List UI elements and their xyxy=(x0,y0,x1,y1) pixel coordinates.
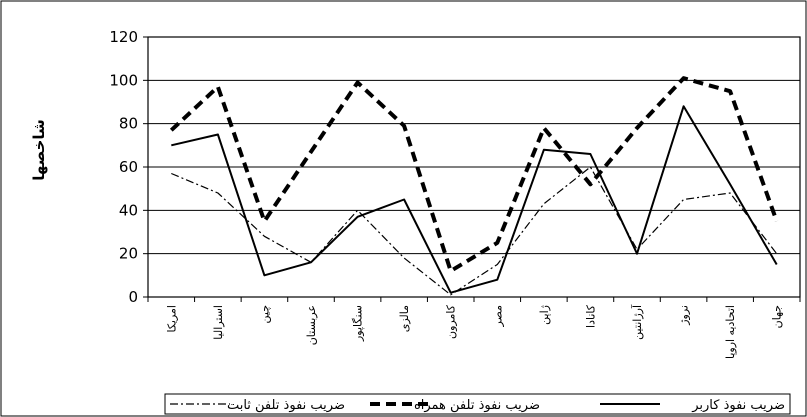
x-tick-label: کامرون xyxy=(445,304,458,339)
y-tick-label: 0 xyxy=(128,288,138,306)
x-tick-label: کانادا xyxy=(584,304,597,328)
x-tick-label: عربستان xyxy=(305,305,318,345)
legend-label-2: ضریب نفوذ تلفن همراه xyxy=(414,398,540,413)
x-tick-label: مالزی xyxy=(398,305,411,332)
x-tick-label: ژاپن xyxy=(538,305,551,325)
x-tick-label: سنگاپور xyxy=(352,305,365,342)
y-tick-label: 80 xyxy=(119,115,138,133)
y-axis-label: شاخصها xyxy=(30,119,48,181)
x-tick-label: اتحادیه اروپا xyxy=(724,305,737,359)
series-line-1 xyxy=(171,105,778,294)
y-tick-label: 100 xyxy=(109,71,138,89)
y-tick-label: 20 xyxy=(119,245,138,263)
x-tick-label: نروژ xyxy=(678,305,691,326)
series-line-2 xyxy=(169,76,779,273)
legend-label-3: ضریب نفوذ تلفن ثابت xyxy=(227,398,345,413)
x-tick-label: آرژانتین xyxy=(630,304,644,340)
legend-box xyxy=(164,393,791,415)
x-tick-label: امریکا xyxy=(165,305,178,333)
x-tick-label: جهان xyxy=(771,305,784,328)
x-tick-label: مصر xyxy=(491,305,504,328)
legend: ضریب نفوذ کاربر ضریب نفوذ تلفن همراه ضریب … xyxy=(164,393,791,415)
x-tick-label: استرالیا xyxy=(212,305,225,340)
y-tick-label: 40 xyxy=(119,201,138,219)
y-tick-label: 120 xyxy=(109,28,138,46)
y-tick-label: 60 xyxy=(119,158,138,176)
series-line-3 xyxy=(171,166,778,296)
x-tick-label: چین xyxy=(258,305,271,324)
legend-label-1: ضریب نفوذ کاربر xyxy=(691,398,785,413)
